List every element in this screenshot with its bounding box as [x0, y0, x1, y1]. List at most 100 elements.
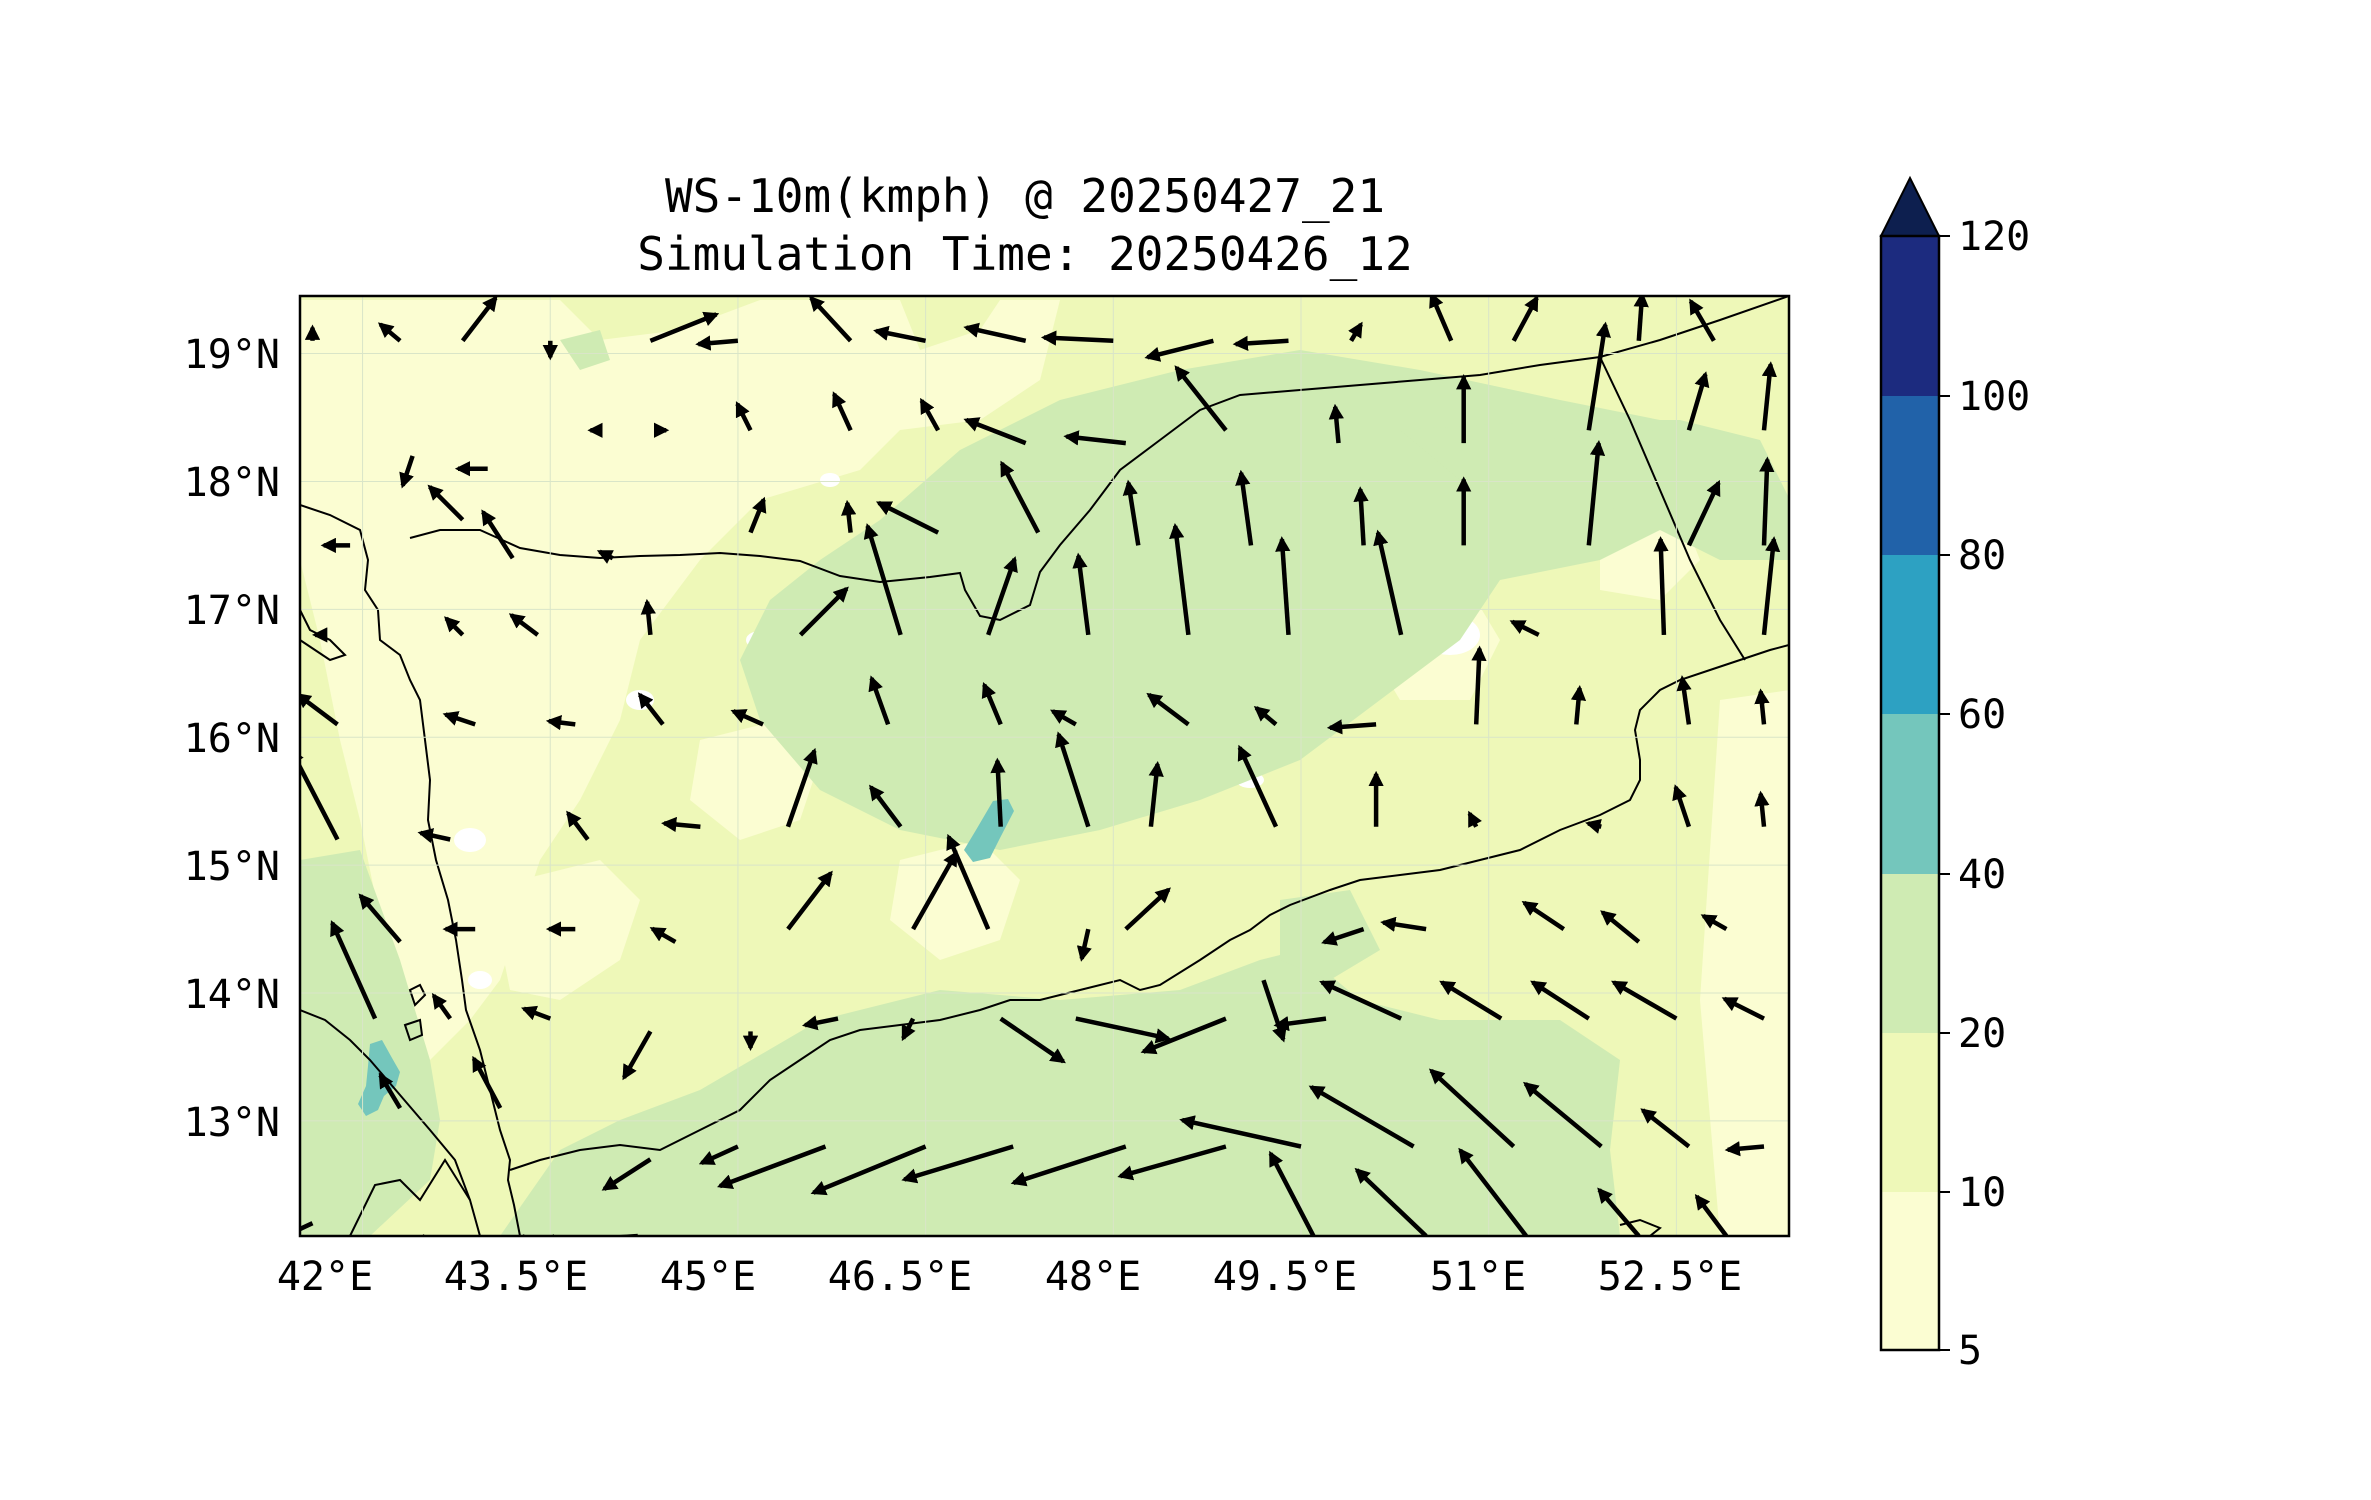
- wind-arrow: [622, 1030, 653, 1081]
- wind-arrow: [427, 484, 465, 522]
- wind-arrow: [1348, 321, 1363, 342]
- wind-arrow: [1117, 1144, 1227, 1181]
- wind-arrow: [566, 810, 590, 841]
- wind-arrow: [963, 322, 1027, 343]
- wind-arrow: [1721, 996, 1766, 1021]
- colorbar-tick-label: 5: [1958, 1328, 1982, 1374]
- wind-arrow: [1235, 469, 1254, 546]
- wind-arrow: [999, 460, 1041, 534]
- colorbar-tick-label: 100: [1958, 374, 2030, 420]
- wind-arrow: [399, 455, 415, 489]
- map-title: WS-10m(kmph) @ 20250427_21: [664, 169, 1386, 223]
- colorbar: 5 10 20 40 60 80 100 120: [1879, 175, 2030, 1374]
- wind-arrow: [1530, 980, 1591, 1021]
- wind-arrow: [1146, 692, 1190, 727]
- wind-arrow: [1523, 1081, 1603, 1149]
- wind-arrow: [1759, 456, 1775, 546]
- wind-arrow: [1754, 688, 1770, 725]
- map-panel: [298, 294, 1791, 1238]
- colorbar-frame: [1879, 234, 1941, 1352]
- lat-tick-label: 15°N: [184, 844, 280, 890]
- wind-arrow: [1328, 403, 1344, 444]
- wind-arrow: [601, 1157, 652, 1191]
- wind-arrow: [1174, 365, 1228, 432]
- wind-arrow: [1055, 731, 1091, 828]
- wind-arrow: [1063, 430, 1127, 446]
- wind-arrow: [508, 613, 540, 637]
- wind-arrow: [1429, 296, 1454, 342]
- lon-tick-label: 52.5°E: [1598, 1254, 1743, 1300]
- wind-arrow: [1570, 685, 1587, 725]
- wind-arrow: [1458, 1147, 1528, 1236]
- wind-arrow: [1676, 675, 1692, 725]
- wind-arrow: [1373, 529, 1404, 636]
- wind-arrow: [521, 1005, 552, 1021]
- lat-axis: 19°N 18°N 17°N 16°N 15°N 14°N 13°N: [184, 332, 280, 1146]
- wind-arrow: [1072, 552, 1091, 636]
- wind-arrow: [1761, 536, 1781, 636]
- wind-arrow: [649, 311, 720, 343]
- wind-arrow: [730, 709, 764, 727]
- wind-arrow: [901, 1017, 916, 1042]
- wind-arrow: [869, 784, 903, 829]
- colorbar-tick-label: 20: [1958, 1011, 2006, 1057]
- wind-arrow: [748, 496, 767, 534]
- wind-arrow: [946, 833, 991, 930]
- wind-arrow: [1122, 479, 1141, 546]
- lon-tick-label: 46.5°E: [828, 1254, 973, 1300]
- wind-arrow: [868, 675, 891, 726]
- colorbar-segment: [1881, 396, 1939, 555]
- wind-arrow: [1586, 440, 1606, 546]
- lat-tick-label: 17°N: [184, 588, 280, 634]
- lon-tick-label: 45°E: [660, 1254, 756, 1300]
- colorbar-tick-label: 80: [1958, 533, 2006, 579]
- wind-arrow: [901, 1144, 1014, 1184]
- wind-arrow: [377, 322, 402, 343]
- wind-arrow: [1600, 910, 1641, 944]
- lat-lon-grid: [300, 296, 1789, 1236]
- wind-arrow: [1597, 1187, 1641, 1236]
- wind-arrow: [1467, 810, 1482, 828]
- wind-arrow: [1179, 1115, 1302, 1149]
- colorbar-segment: [1881, 555, 1939, 714]
- lon-axis: 42°E 43.5°E 45°E 46.5°E 48°E 49.5°E 51°E…: [277, 1254, 1742, 1300]
- wind-arrow: [1633, 296, 1649, 341]
- wind-arrow: [300, 692, 339, 727]
- coastlines-borders: [300, 296, 1789, 1236]
- lon-tick-label: 42°E: [277, 1254, 373, 1300]
- wind-arrow: [640, 598, 656, 636]
- wind-arrow: [471, 1055, 503, 1110]
- wind-arrow: [1273, 1015, 1327, 1032]
- wind-arrow: [1653, 536, 1669, 635]
- wind-arrow: [798, 586, 849, 637]
- wind-arrow: [1509, 619, 1540, 637]
- wind-arrow: [1169, 522, 1191, 636]
- wind-arrow: [444, 616, 465, 637]
- lat-tick-label: 19°N: [184, 332, 280, 378]
- wind-arrow: [300, 747, 340, 841]
- wind-arrow: [1040, 330, 1114, 346]
- wind-arrow: [596, 549, 614, 564]
- colorbar-segment: [1881, 714, 1939, 874]
- wind-arrow: [1237, 744, 1279, 828]
- wind-arrow: [981, 681, 1003, 726]
- wind-arrow: [986, 556, 1018, 636]
- wind-arrow: [1075, 1016, 1172, 1044]
- wind-arrow: [1253, 705, 1278, 727]
- lon-tick-label: 51°E: [1430, 1254, 1526, 1300]
- wind-arrow: [1672, 784, 1692, 828]
- wind-arrow: [545, 715, 576, 731]
- wind-arrow: [1688, 298, 1716, 342]
- wind-arrow: [417, 828, 451, 844]
- wind-arrow: [832, 391, 853, 432]
- wind-arrow: [442, 711, 476, 727]
- wind-arrow: [1754, 790, 1770, 827]
- colorbar-tick-label: 60: [1958, 692, 2006, 738]
- wind-arrow: [1124, 887, 1171, 931]
- wind-arrow: [801, 1015, 839, 1031]
- wind-arrow: [1724, 1141, 1765, 1157]
- colorbar-segment: [1881, 236, 1939, 396]
- wind-arrow: [785, 747, 818, 828]
- wind-arrow: [481, 509, 515, 560]
